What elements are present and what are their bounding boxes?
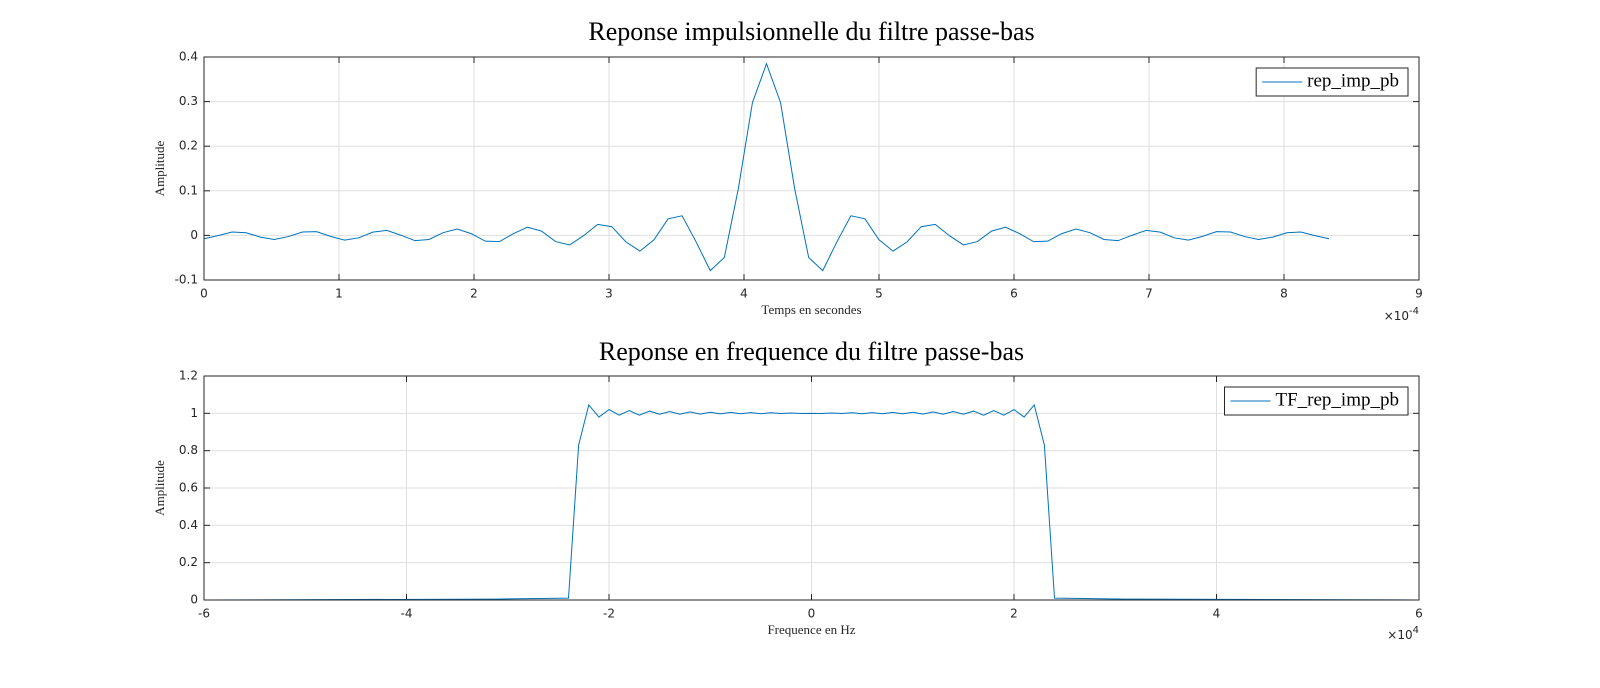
x-tick-label: 2 [1010, 607, 1018, 621]
y-tick-label: 0.4 [179, 518, 198, 532]
legend: rep_imp_pb [1255, 67, 1409, 97]
y-tick-label: 0.1 [179, 183, 198, 197]
x-tick-label: 7 [1145, 287, 1153, 301]
x-tick-label: 4 [1213, 607, 1221, 621]
legend-label: TF_rep_imp_pb [1276, 389, 1400, 410]
y-axis-label: Amplitude [152, 140, 167, 196]
x-tick-label: -2 [603, 607, 615, 621]
x-multiplier-exponent: 4 [1413, 625, 1419, 636]
axes-box [203, 56, 1420, 281]
x-tick-label: 2 [470, 287, 478, 301]
line-series [203, 62, 1330, 272]
line-series [203, 403, 1420, 601]
y-tick-label: 1.2 [179, 369, 198, 383]
x-tick-label: 3 [605, 287, 613, 301]
chart-title: Reponse impulsionnelle du filtre passe-b… [588, 17, 1034, 46]
y-tick-label: 1 [190, 406, 198, 420]
y-tick-label: 0.2 [179, 555, 198, 569]
y-tick-label: -0.1 [175, 273, 198, 287]
x-multiplier: ×104 [1387, 625, 1419, 642]
plot-area [204, 57, 1419, 280]
x-tick-label: 5 [875, 287, 883, 301]
x-axis-label: Temps en secondes [761, 302, 861, 317]
x-tick-label: 6 [1415, 607, 1423, 621]
x-tick-label: 9 [1415, 287, 1423, 301]
y-tick-label: 0 [190, 593, 198, 607]
x-tick-label: -6 [198, 607, 210, 621]
y-tick-label: 0.8 [179, 443, 198, 457]
x-tick-label: 8 [1280, 287, 1288, 301]
y-tick-label: 0.4 [179, 50, 198, 64]
x-multiplier-base: ×10 [1387, 628, 1412, 642]
x-tick-label: 1 [335, 287, 343, 301]
axes-box [203, 375, 1420, 601]
x-multiplier: ×10-4 [1384, 306, 1419, 323]
y-tick-label: 0 [190, 228, 198, 242]
y-tick-label: 0.2 [179, 139, 198, 153]
x-multiplier-base: ×10 [1384, 309, 1409, 323]
x-multiplier-exponent: -4 [1409, 306, 1419, 317]
x-tick-label: 4 [740, 287, 748, 301]
y-axis-label: Amplitude [152, 460, 167, 516]
legend: TF_rep_imp_pb [1224, 386, 1409, 416]
legend-label: rep_imp_pb [1307, 70, 1399, 91]
x-tick-label: 0 [200, 287, 208, 301]
x-tick-label: -4 [401, 607, 413, 621]
x-tick-label: 6 [1010, 287, 1018, 301]
x-axis-label: Frequence en Hz [767, 622, 855, 637]
chart-title: Reponse en frequence du filtre passe-bas [599, 337, 1024, 366]
y-tick-label: 0.3 [179, 94, 198, 108]
x-tick-label: 0 [808, 607, 816, 621]
y-tick-label: 0.6 [179, 481, 198, 495]
